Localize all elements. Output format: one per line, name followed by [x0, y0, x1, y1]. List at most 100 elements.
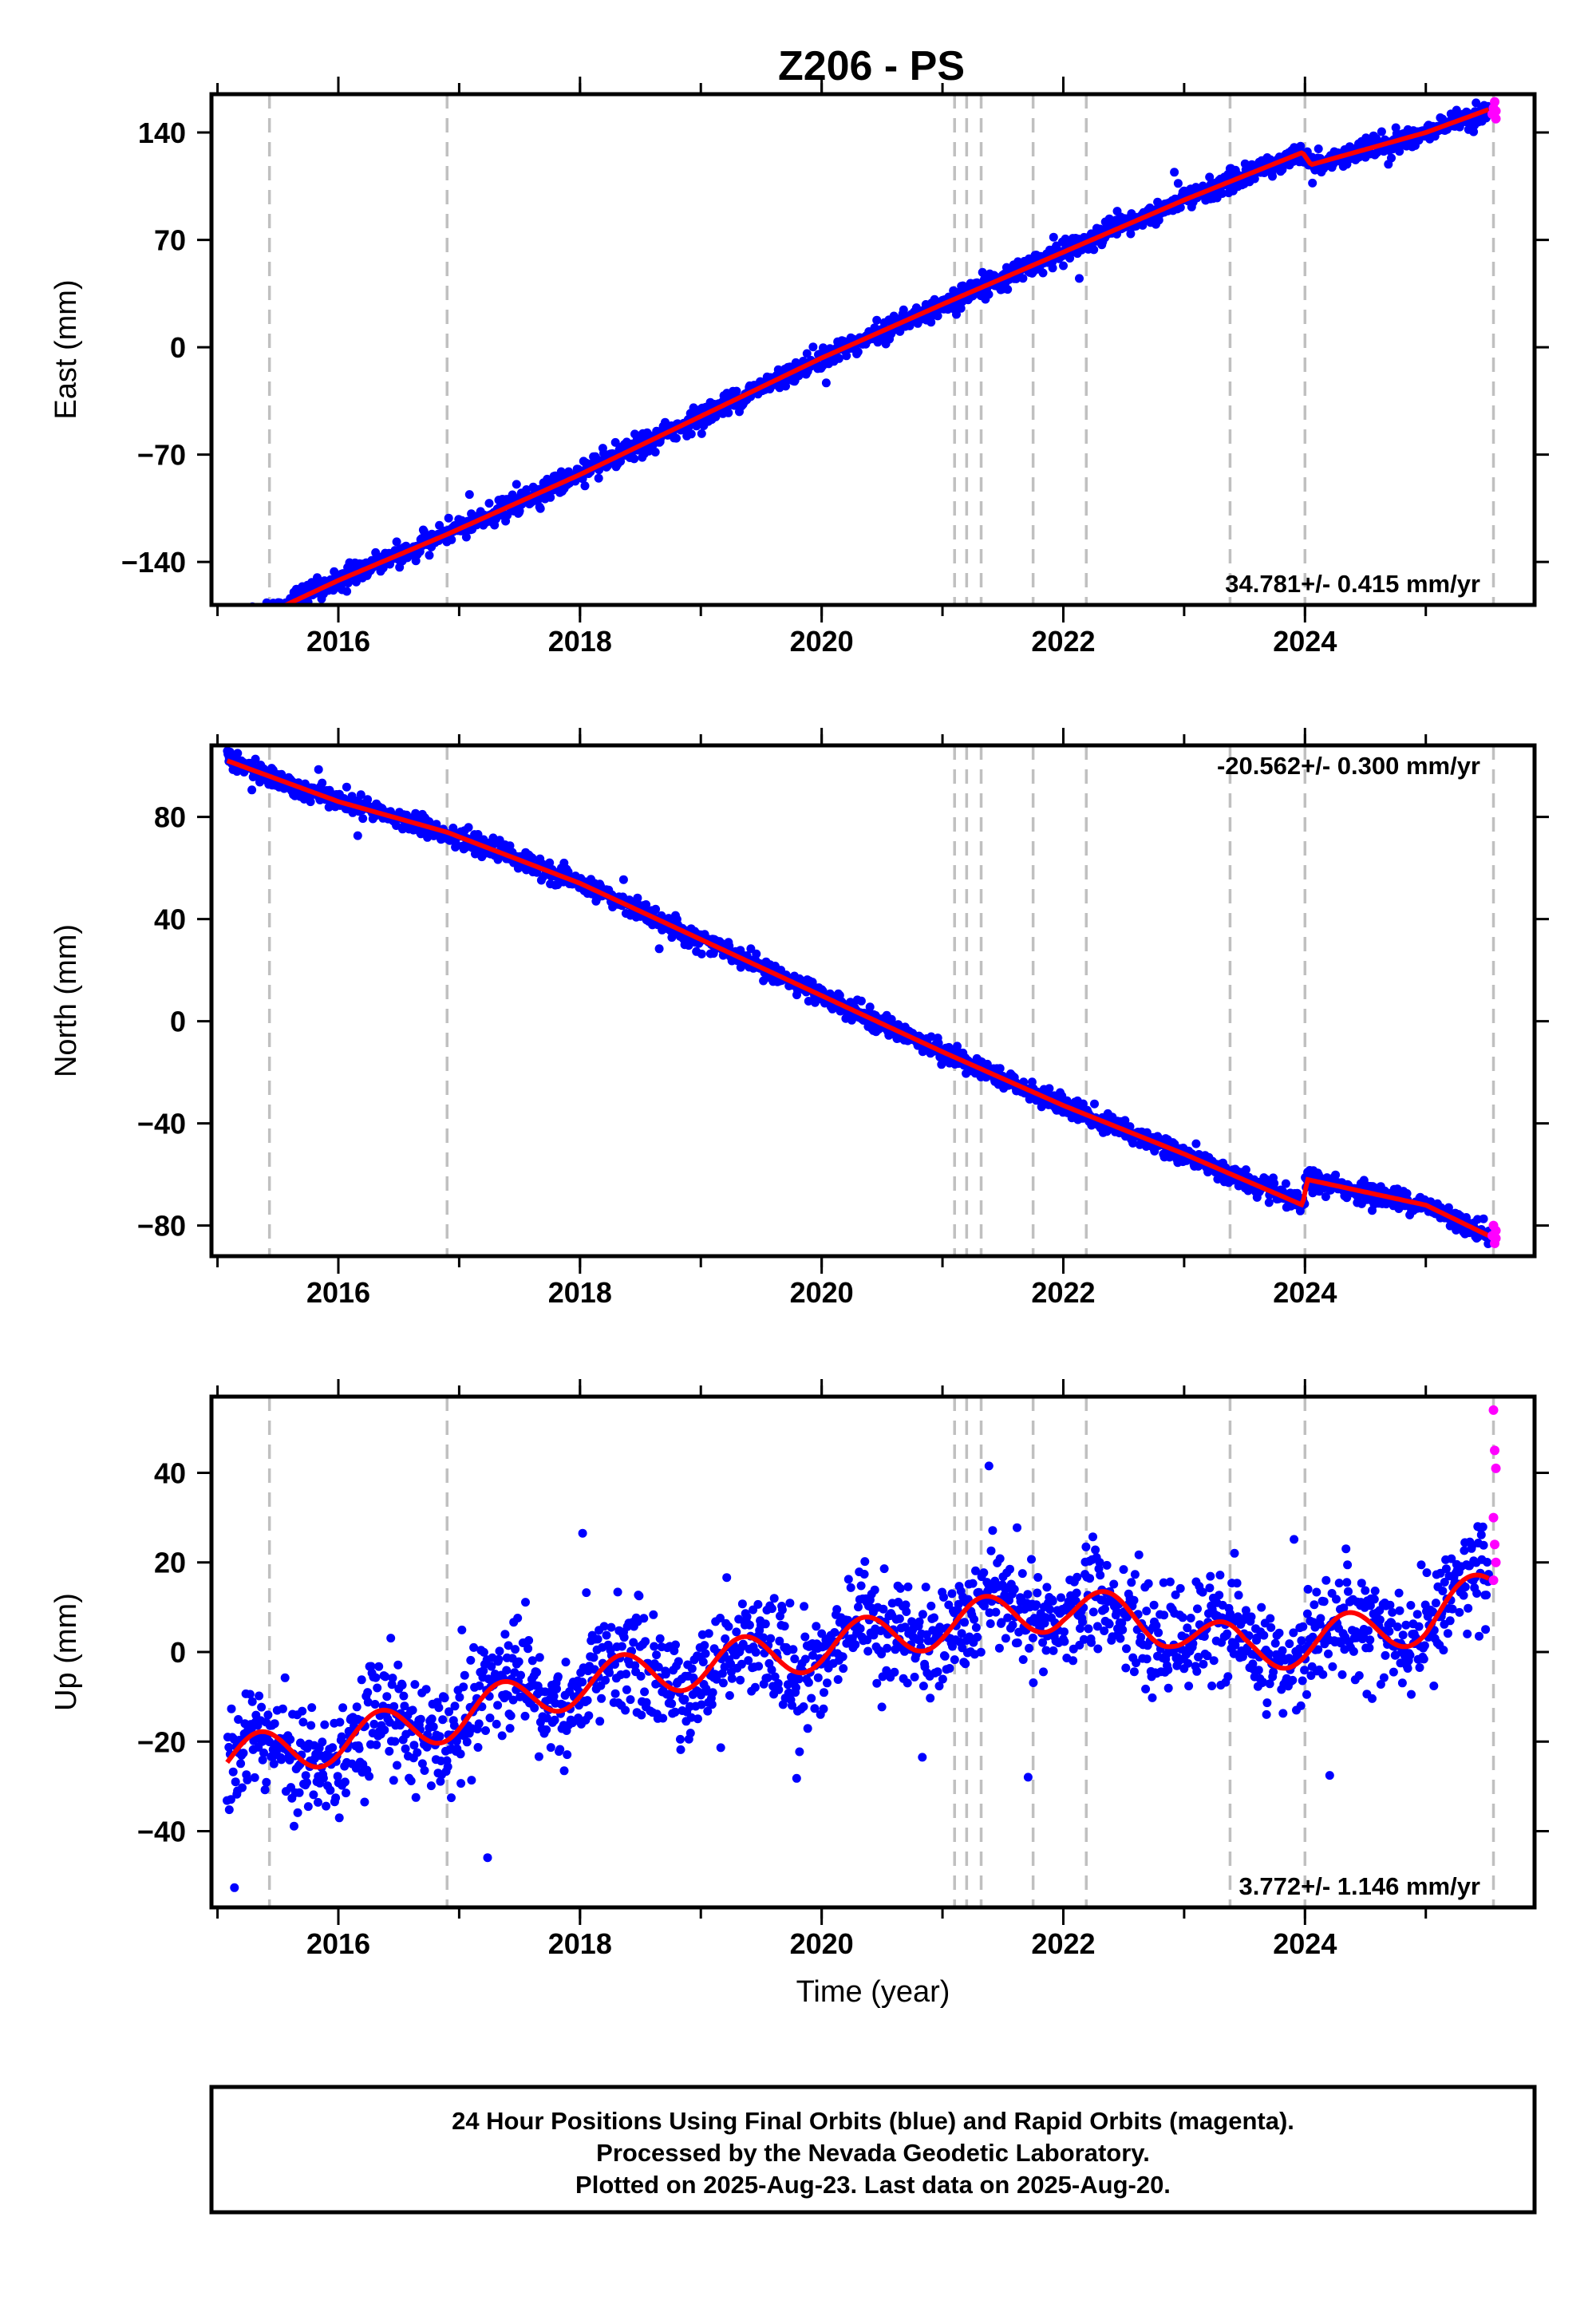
final-orbit-point: [633, 893, 642, 903]
final-orbit-point: [1290, 1535, 1299, 1544]
final-orbit-point: [926, 318, 936, 327]
final-orbit-point: [676, 1734, 685, 1744]
final-orbit-point: [354, 1744, 364, 1753]
final-orbit-point: [416, 1714, 425, 1724]
final-orbit-point: [926, 1601, 936, 1611]
final-orbit-point: [980, 1601, 989, 1611]
final-orbit-point: [1226, 1609, 1235, 1618]
final-orbit-point: [243, 625, 251, 634]
final-orbit-point: [934, 1682, 944, 1691]
final-orbit-point: [484, 499, 494, 508]
final-orbit-point: [553, 1672, 563, 1682]
final-orbit-point: [685, 1729, 695, 1738]
final-orbit-point: [372, 1740, 381, 1749]
final-orbit-point: [258, 1755, 267, 1765]
final-orbit-point: [737, 1659, 746, 1669]
final-orbit-point: [693, 1714, 702, 1724]
final-orbit-point: [821, 378, 831, 388]
final-orbit-point: [800, 1632, 810, 1642]
final-orbit-point: [1048, 263, 1057, 273]
final-orbit-point: [1479, 1214, 1488, 1223]
final-orbit-point: [770, 1672, 780, 1682]
final-orbit-point: [1126, 229, 1136, 239]
final-orbit-point: [237, 609, 246, 618]
final-orbit-point: [1314, 144, 1323, 153]
final-orbit-point: [360, 1797, 369, 1807]
final-orbit-point: [1215, 1591, 1224, 1600]
final-orbit-point: [680, 1694, 689, 1704]
final-orbit-point: [649, 1610, 658, 1619]
final-orbit-point: [1184, 1682, 1194, 1691]
final-orbit-point: [466, 1655, 476, 1665]
final-orbit-point: [792, 1773, 801, 1783]
final-orbit-point: [1278, 1709, 1288, 1718]
final-orbit-point: [918, 1610, 927, 1619]
final-orbit-point: [788, 1701, 796, 1710]
final-orbit-point: [1027, 1555, 1036, 1564]
final-orbit-point: [1085, 1574, 1095, 1583]
final-orbit-point: [487, 1662, 496, 1671]
final-orbit-point: [746, 944, 756, 954]
final-orbit-point: [1061, 234, 1070, 243]
final-orbit-point: [1125, 1122, 1135, 1132]
final-orbit-point: [249, 610, 258, 619]
final-orbit-point: [561, 1658, 571, 1667]
velocity-rate-label: 34.781+/- 0.415 mm/yr: [1225, 570, 1480, 598]
final-orbit-point: [1078, 1099, 1088, 1109]
final-orbit-point: [532, 1667, 541, 1677]
final-orbit-point: [903, 1582, 913, 1591]
final-orbit-point: [230, 1883, 239, 1892]
final-orbit-point: [340, 1777, 350, 1787]
final-orbit-point: [890, 1667, 899, 1677]
final-orbit-point: [393, 1660, 403, 1670]
final-orbit-point: [832, 1605, 842, 1614]
final-orbit-point: [1142, 1607, 1152, 1616]
final-orbit-point: [860, 1557, 870, 1567]
final-orbit-point: [1049, 1646, 1058, 1655]
final-orbit-point: [542, 1725, 551, 1734]
final-orbit-point: [1039, 1667, 1048, 1677]
final-orbit-point: [473, 1743, 483, 1752]
final-orbit-point: [245, 1690, 255, 1699]
final-orbit-point: [939, 1592, 948, 1602]
final-orbit-point: [986, 1619, 995, 1628]
final-orbit-point: [956, 303, 966, 313]
final-orbit-point: [1033, 1573, 1043, 1582]
final-orbit-point: [516, 1670, 525, 1680]
final-orbit-point: [800, 1654, 810, 1664]
final-orbit-point: [522, 485, 531, 494]
final-orbit-point: [1116, 1634, 1125, 1643]
final-orbit-point: [251, 619, 260, 628]
final-orbit-point: [488, 840, 498, 849]
final-orbit-point: [1091, 1545, 1100, 1555]
final-orbit-point: [366, 1662, 376, 1671]
final-orbit-point: [493, 1701, 503, 1710]
final-orbit-point: [228, 1767, 238, 1777]
final-orbit-point: [374, 1662, 384, 1671]
final-orbit-point: [265, 1737, 275, 1747]
final-orbit-point: [271, 607, 280, 616]
final-orbit-point: [1268, 172, 1277, 181]
final-orbit-point: [903, 1678, 912, 1688]
final-orbit-point: [1041, 1646, 1051, 1655]
final-orbit-point: [443, 1762, 452, 1772]
final-orbit-point: [883, 1643, 892, 1653]
final-orbit-point: [721, 1634, 730, 1643]
final-orbit-point: [1088, 1607, 1098, 1617]
final-orbit-point: [744, 1656, 753, 1666]
final-orbit-point: [856, 996, 866, 1006]
final-orbit-point: [247, 626, 256, 634]
final-orbit-point: [230, 611, 239, 620]
final-orbit-point: [227, 619, 236, 627]
final-orbit-point: [392, 537, 401, 547]
y-tick-label: 0: [170, 331, 186, 364]
final-orbit-point: [236, 615, 245, 623]
final-orbit-point: [1288, 1675, 1298, 1685]
final-orbit-point: [926, 1694, 935, 1703]
final-orbit-point: [527, 1656, 537, 1666]
final-orbit-point: [1128, 1138, 1138, 1148]
final-orbit-point: [1205, 1583, 1215, 1593]
final-orbit-point: [1270, 1638, 1280, 1648]
final-orbit-point: [817, 1629, 827, 1638]
final-orbit-point: [280, 1673, 290, 1682]
